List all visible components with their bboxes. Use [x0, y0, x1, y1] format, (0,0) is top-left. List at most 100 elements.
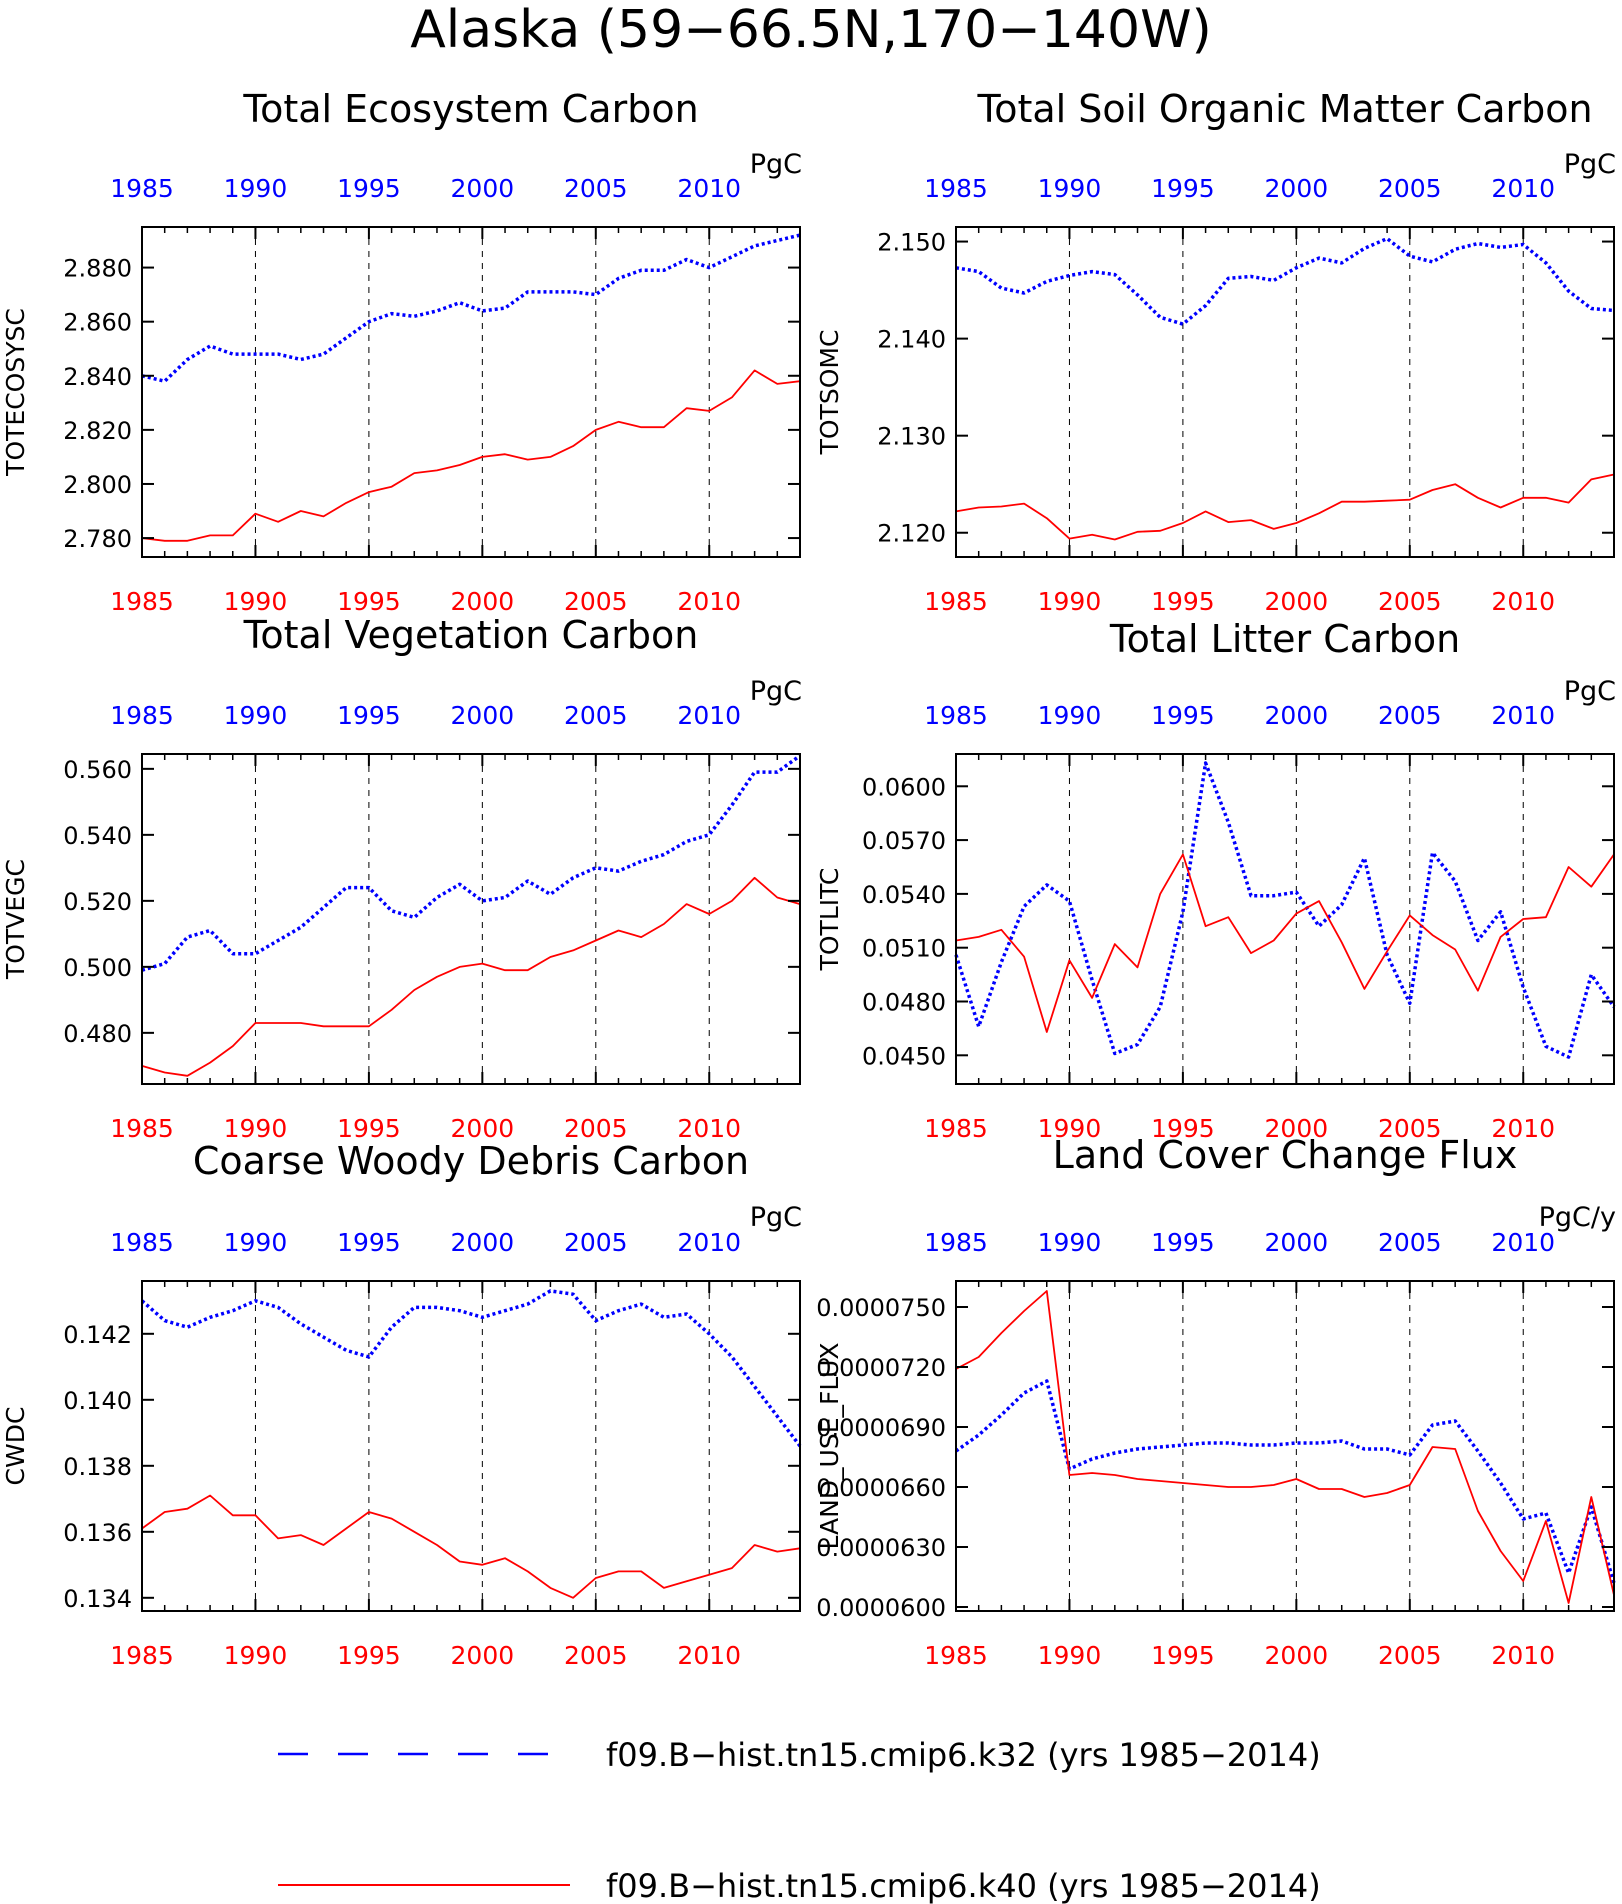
- x-tick-label-bottom: 1995: [1151, 1114, 1215, 1143]
- x-tick-label-bottom: 2005: [1378, 587, 1442, 616]
- x-tick-label-top: 1990: [1038, 174, 1102, 203]
- y-tick-label: 0.0000690: [816, 1414, 946, 1442]
- panel-title: Total Litter Carbon: [1109, 617, 1460, 661]
- y-tick-label: 0.0000660: [816, 1474, 946, 1502]
- x-tick-label-top: 2005: [564, 701, 628, 730]
- x-tick-label-top: 1985: [924, 174, 988, 203]
- y-tick-label: 2.820: [63, 417, 132, 445]
- y-tick-label: 0.540: [63, 822, 132, 850]
- series-line-k40: [141, 369, 801, 542]
- x-tick-label-top: 2010: [1491, 174, 1555, 203]
- x-tick-label-top: 2005: [1378, 1228, 1442, 1257]
- panel-6: Land Cover Change Flux PgC/y 1985 1985 1990 1…: [815, 1133, 1616, 1670]
- x-tick-label-top: 2000: [451, 1228, 515, 1257]
- x-tick-label-bottom: 1995: [337, 1114, 401, 1143]
- y-tick-label: 2.800: [63, 471, 132, 499]
- x-tick-label-top: 2010: [677, 1228, 741, 1257]
- x-tick-label-bottom: 1990: [1038, 587, 1102, 616]
- x-tick-label-bottom: 1985: [110, 587, 174, 616]
- y-tick-label: 0.0540: [862, 881, 946, 909]
- panel-3: Total Vegetation Carbon PgC 1985 1985 1990 19…: [1, 613, 802, 1143]
- x-tick-label-top: 2010: [1491, 701, 1555, 730]
- x-tick-label-top: 2005: [1378, 174, 1442, 203]
- x-tick-label-bottom: 2005: [564, 1641, 628, 1670]
- x-tick-label-top: 1995: [337, 1228, 401, 1257]
- x-tick-label-bottom: 1990: [1038, 1114, 1102, 1143]
- y-tick-label: 2.150: [877, 229, 946, 257]
- x-tick-label-top: 2010: [677, 701, 741, 730]
- x-tick-label-top: 1985: [110, 174, 174, 203]
- x-tick-label-bottom: 2010: [677, 587, 741, 616]
- y-tick-label: 0.0570: [862, 827, 946, 855]
- x-tick-label-bottom: 1985: [110, 1114, 174, 1143]
- series-line-k40: [141, 876, 801, 1077]
- plot-frame: [955, 226, 1615, 558]
- x-tick-label-bottom: 1985: [924, 1114, 988, 1143]
- x-tick-label-bottom: 2010: [1491, 1641, 1555, 1670]
- y-tick-label: 0.140: [63, 1387, 132, 1415]
- x-tick-label-bottom: 2000: [451, 1641, 515, 1670]
- x-tick-label-bottom: 2010: [677, 1641, 741, 1670]
- x-tick-label-bottom: 1990: [224, 1641, 288, 1670]
- x-tick-label-top: 1990: [224, 701, 288, 730]
- figure-title: Alaska (59−66.5N,170−140W): [410, 0, 1212, 60]
- x-tick-label-bottom: 1995: [1151, 587, 1215, 616]
- series-line-k32: [140, 1289, 802, 1448]
- units-label: PgC/y: [1539, 1202, 1616, 1233]
- x-tick-label-bottom: 1995: [337, 587, 401, 616]
- y-tick-label: 0.0000720: [816, 1354, 946, 1382]
- x-tick-label-top: 1985: [110, 701, 174, 730]
- y-tick-label: 0.560: [63, 756, 132, 784]
- y-axis-label: CWDC: [1, 1407, 30, 1486]
- panel-title: Coarse Woody Debris Carbon: [193, 1139, 749, 1183]
- x-tick-label-bottom: 1995: [1151, 1641, 1215, 1670]
- series-line-k32: [954, 1379, 1616, 1584]
- series-line-k40: [955, 473, 1615, 541]
- x-tick-label-bottom: 1990: [224, 587, 288, 616]
- series-line-k40: [141, 1494, 801, 1599]
- x-tick-label-top: 2000: [451, 701, 515, 730]
- y-tick-label: 2.140: [877, 326, 946, 354]
- y-tick-label: 0.138: [63, 1453, 132, 1481]
- x-tick-label-top: 1995: [337, 174, 401, 203]
- y-axis-label: TOTECOSYSC: [1, 308, 30, 477]
- y-tick-label: 0.0450: [862, 1042, 946, 1070]
- plot-frame: [955, 1280, 1615, 1612]
- x-tick-label-top: 2010: [1491, 1228, 1555, 1257]
- panel-title: Total Vegetation Carbon: [243, 613, 699, 657]
- y-tick-label: 0.0000750: [816, 1294, 946, 1322]
- x-tick-label-bottom: 1990: [224, 1114, 288, 1143]
- x-tick-label-bottom: 2000: [451, 1114, 515, 1143]
- units-label: PgC: [750, 676, 802, 707]
- panel-title: Total Ecosystem Carbon: [242, 87, 698, 131]
- y-tick-label: 2.860: [63, 309, 132, 337]
- x-tick-label-top: 1990: [1038, 701, 1102, 730]
- x-tick-label-bottom: 2010: [1491, 587, 1555, 616]
- y-tick-label: 0.480: [63, 1020, 132, 1048]
- x-tick-label-bottom: 2005: [564, 1114, 628, 1143]
- x-tick-label-bottom: 2010: [677, 1114, 741, 1143]
- x-tick-label-top: 1985: [924, 1228, 988, 1257]
- x-tick-label-bottom: 2005: [1378, 1641, 1442, 1670]
- series-line-k32: [955, 236, 1615, 326]
- x-tick-label-bottom: 2005: [1378, 1114, 1442, 1143]
- x-tick-label-bottom: 1995: [337, 1641, 401, 1670]
- y-tick-label: 0.0000630: [816, 1534, 946, 1562]
- x-tick-label-top: 1985: [110, 1228, 174, 1257]
- x-tick-label-bottom: 2000: [1265, 1114, 1329, 1143]
- x-tick-label-top: 1990: [1038, 1228, 1102, 1257]
- panel-2: Total Soil Organic Matter Carbon PgC 1985 1…: [815, 87, 1616, 616]
- x-tick-label-top: 2010: [677, 174, 741, 203]
- x-tick-label-bottom: 2000: [1265, 1641, 1329, 1670]
- y-axis-label: TOTSOMC: [815, 330, 844, 456]
- y-axis-label: TOTLITC: [815, 868, 844, 972]
- x-tick-label-top: 2000: [451, 174, 515, 203]
- y-tick-label: 2.840: [63, 363, 132, 391]
- y-tick-label: 2.130: [877, 423, 946, 451]
- x-tick-label-top: 2000: [1265, 174, 1329, 203]
- y-tick-label: 0.0510: [862, 935, 946, 963]
- x-tick-label-top: 1990: [224, 1228, 288, 1257]
- x-tick-label-top: 2005: [564, 1228, 628, 1257]
